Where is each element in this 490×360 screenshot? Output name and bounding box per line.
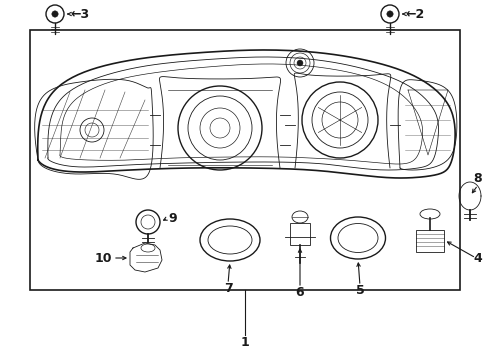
Text: 10: 10 [95,252,112,265]
Text: 6: 6 [295,285,304,298]
Text: 4: 4 [474,252,482,265]
Bar [30,30,460,290]
Text: 9: 9 [168,211,176,225]
Circle shape [297,60,303,66]
Circle shape [387,11,393,17]
Text: ←3: ←3 [70,8,89,21]
Circle shape [52,11,58,17]
Text: 5: 5 [356,284,365,297]
Bar [416,230,444,252]
Text: ←2: ←2 [405,8,424,21]
Bar [290,223,310,245]
Text: 7: 7 [223,282,232,294]
Text: 8: 8 [474,171,482,184]
Text: 1: 1 [241,336,249,348]
